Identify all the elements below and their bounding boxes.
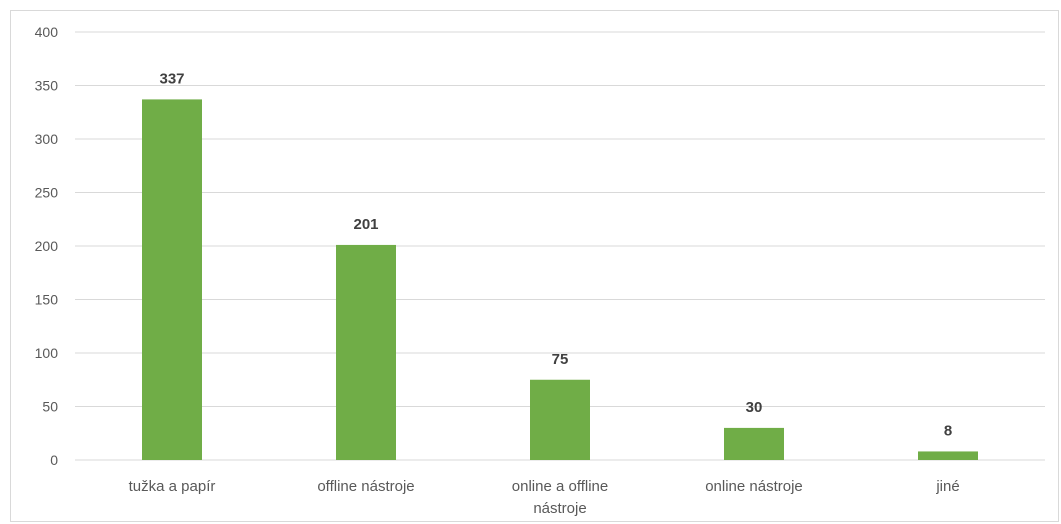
category-label: jiné xyxy=(935,478,959,495)
data-labels: 337 201 75 30 8 xyxy=(159,70,952,439)
y-tick-label: 300 xyxy=(35,131,59,147)
y-tick-label: 200 xyxy=(35,238,59,254)
y-tick-label: 50 xyxy=(42,399,58,415)
data-label: 30 xyxy=(746,399,763,416)
y-tick-label: 250 xyxy=(35,185,59,201)
y-tick-label: 150 xyxy=(35,292,59,308)
data-label: 201 xyxy=(353,216,378,233)
category-label: online a offline xyxy=(512,478,608,495)
y-tick-label: 0 xyxy=(50,452,58,468)
data-label: 8 xyxy=(944,422,952,439)
bar-4 xyxy=(724,427,784,460)
category-label: tužka a papír xyxy=(129,478,216,495)
y-tick-label: 400 xyxy=(35,24,59,40)
bar-2 xyxy=(336,244,396,460)
data-label: 337 xyxy=(159,70,184,87)
x-axis-categories: tužka a papír offline nástroje online a of… xyxy=(129,478,960,517)
category-label: nástroje xyxy=(533,500,586,517)
y-tick-label: 350 xyxy=(35,78,59,94)
y-tick-label: 100 xyxy=(35,345,59,361)
bar-5 xyxy=(918,451,978,460)
category-label: offline nástroje xyxy=(317,478,414,495)
gridlines xyxy=(75,31,1045,461)
bar-3 xyxy=(530,379,590,460)
data-label: 75 xyxy=(552,351,569,368)
y-axis-ticks: 0 50 100 150 200 250 300 350 400 xyxy=(35,24,59,468)
category-label: online nástroje xyxy=(705,478,803,495)
bar-1 xyxy=(142,99,202,460)
bars xyxy=(142,99,978,460)
